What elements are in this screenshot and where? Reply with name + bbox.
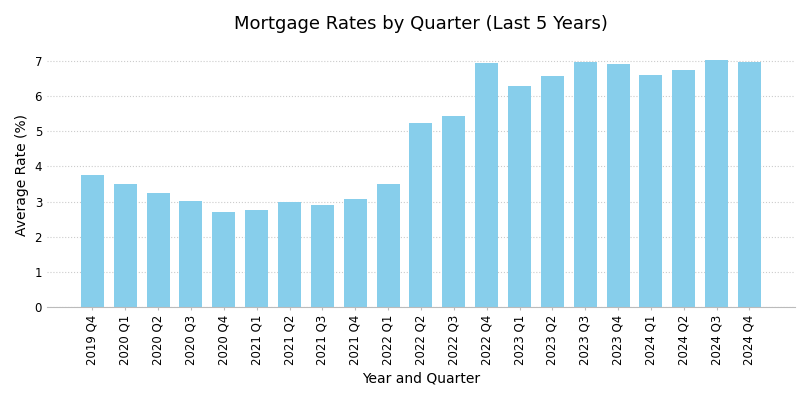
Bar: [245, 210, 268, 308]
Bar: [147, 193, 169, 308]
Bar: [113, 184, 137, 308]
Bar: [672, 70, 695, 308]
Bar: [278, 202, 301, 308]
Bar: [377, 184, 399, 308]
Bar: [343, 199, 367, 308]
X-axis label: Year and Quarter: Year and Quarter: [362, 371, 480, 385]
Bar: [738, 62, 761, 308]
Bar: [180, 200, 202, 308]
Bar: [639, 75, 663, 308]
Y-axis label: Average Rate (%): Average Rate (%): [15, 114, 29, 236]
Bar: [607, 64, 629, 308]
Bar: [442, 116, 465, 308]
Bar: [508, 86, 531, 308]
Bar: [81, 175, 104, 308]
Bar: [410, 123, 433, 308]
Bar: [212, 212, 236, 308]
Bar: [311, 205, 334, 308]
Title: Mortgage Rates by Quarter (Last 5 Years): Mortgage Rates by Quarter (Last 5 Years): [234, 15, 608, 33]
Bar: [573, 62, 597, 308]
Bar: [541, 76, 564, 308]
Bar: [475, 63, 498, 308]
Bar: [706, 60, 728, 308]
